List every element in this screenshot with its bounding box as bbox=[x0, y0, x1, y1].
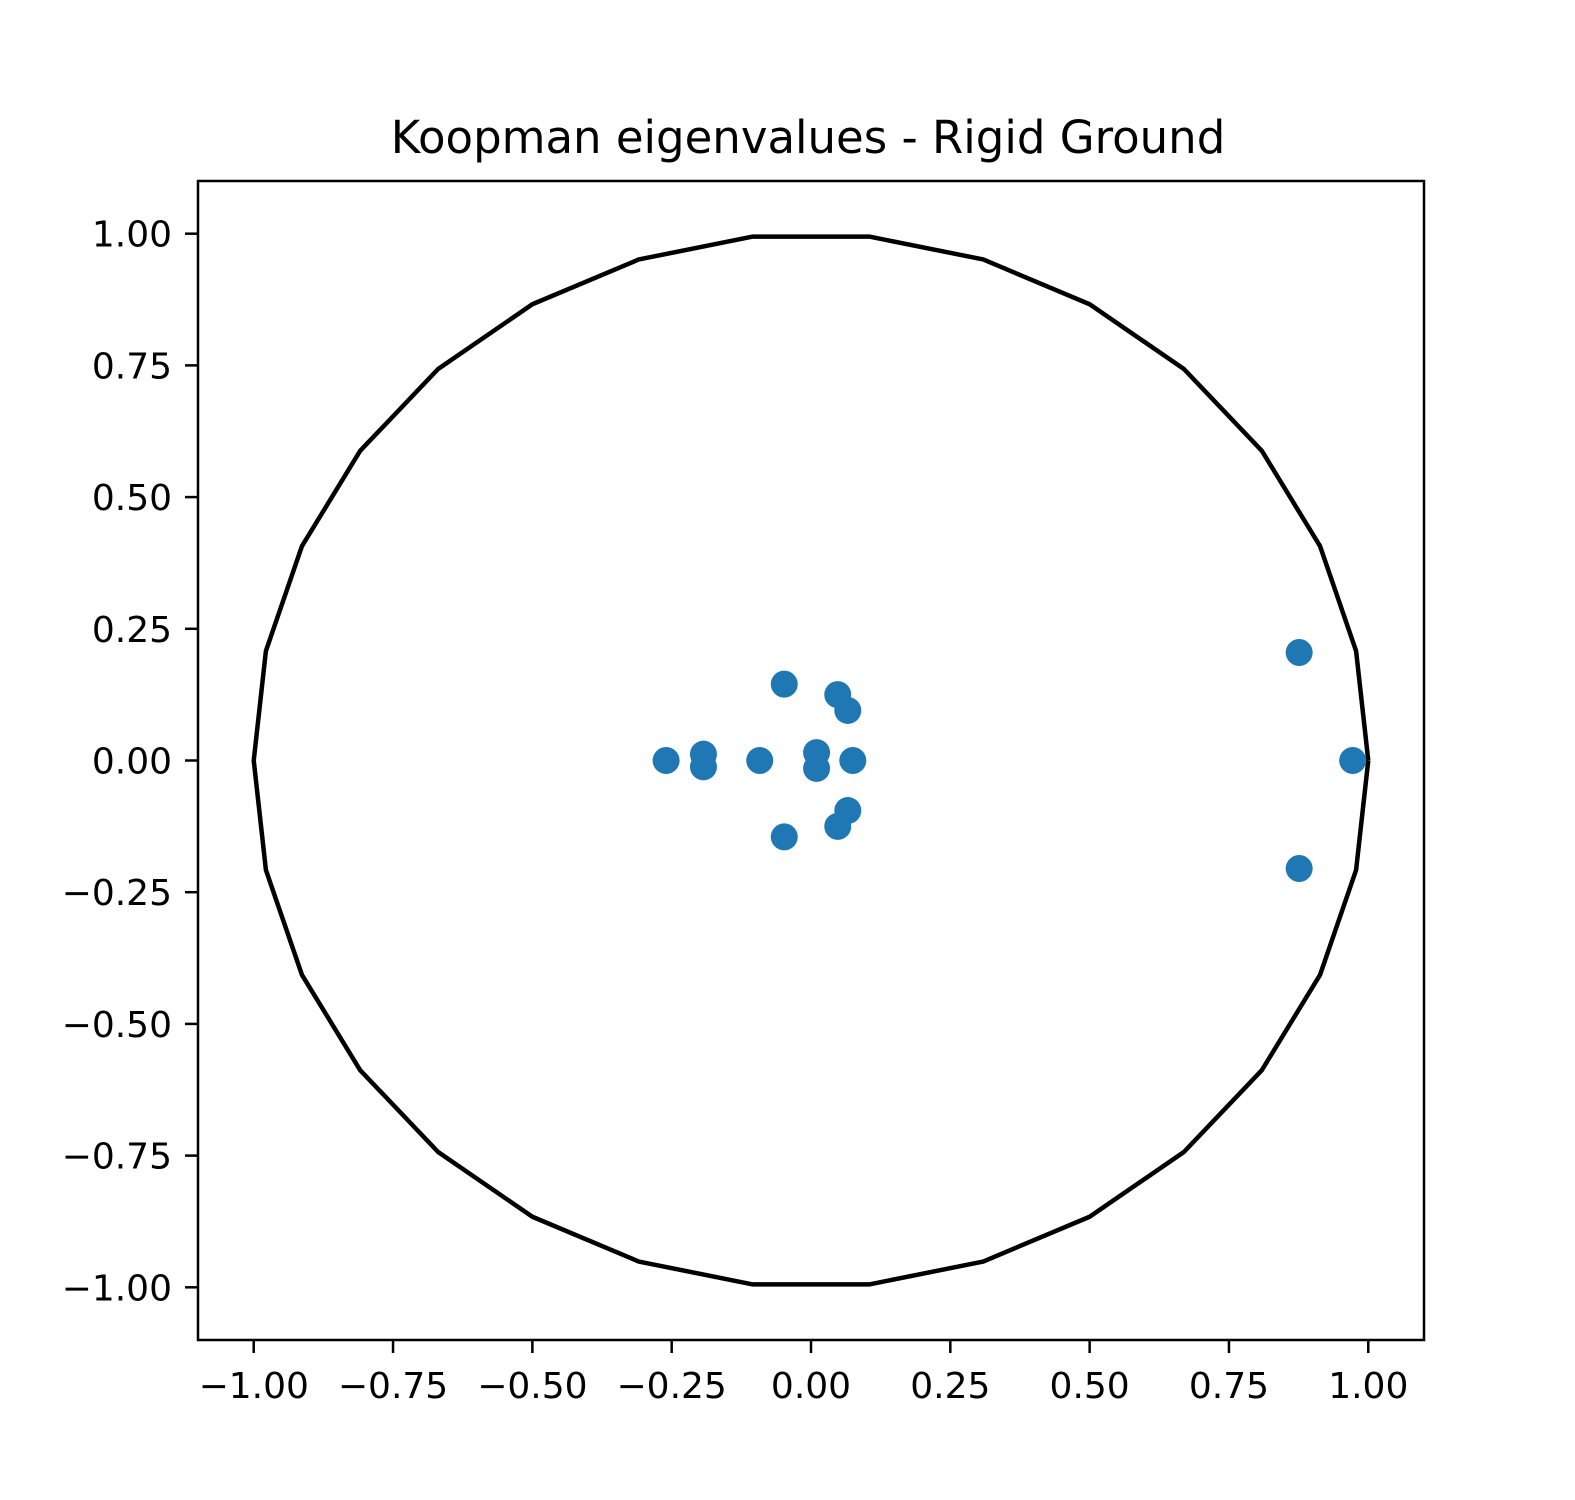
chart-title: Koopman eigenvalues - Rigid Ground bbox=[391, 111, 1226, 164]
eigenvalue-point-13 bbox=[1285, 639, 1313, 667]
x-tick-label-7: 0.75 bbox=[1189, 1366, 1269, 1407]
unit-circle bbox=[251, 234, 1371, 1287]
plot-area bbox=[251, 234, 1371, 1287]
y-tick-label-3: −0.25 bbox=[62, 873, 172, 914]
x-tick-label-5: 0.25 bbox=[910, 1366, 990, 1407]
x-tick-label-6: 0.50 bbox=[1050, 1366, 1130, 1407]
x-tick-label-0: −1.00 bbox=[199, 1366, 309, 1407]
x-tick-label-8: 1.00 bbox=[1328, 1366, 1408, 1407]
y-tick-label-4: 0.00 bbox=[92, 742, 172, 783]
y-tick-label-2: −0.50 bbox=[62, 1005, 172, 1046]
scatter-series bbox=[652, 639, 1367, 882]
eigenvalue-point-15 bbox=[1339, 747, 1367, 774]
eigenvalue-point-14 bbox=[1285, 854, 1313, 882]
eigenvalue-point-2 bbox=[689, 753, 717, 781]
eigenvalue-point-11 bbox=[834, 797, 862, 825]
x-tick-label-3: −0.25 bbox=[617, 1366, 727, 1407]
eigenvalue-point-10 bbox=[834, 696, 862, 724]
eigenvalue-point-7 bbox=[803, 754, 831, 782]
x-axis: −1.00 −0.75 −0.50 −0.25 0.00 0.25 0.50 0.75 1.00 bbox=[199, 1340, 1408, 1407]
eigenvalue-point-4 bbox=[770, 670, 798, 698]
y-axis: −1.00 −0.75 −0.50 −0.25 0.00 0.25 0.50 0.75 1.00 bbox=[62, 215, 198, 1309]
eigenvalue-point-5 bbox=[770, 823, 798, 851]
y-tick-label-1: −0.75 bbox=[62, 1137, 172, 1178]
y-tick-label-6: 0.50 bbox=[92, 478, 172, 519]
y-tick-label-8: 1.00 bbox=[92, 215, 172, 256]
x-tick-label-1: −0.75 bbox=[338, 1366, 448, 1407]
y-tick-label-7: 0.75 bbox=[92, 346, 172, 387]
eigenvalue-point-3 bbox=[746, 747, 774, 774]
x-tick-label-4: 0.00 bbox=[771, 1366, 851, 1407]
x-tick-label-2: −0.50 bbox=[477, 1366, 587, 1407]
y-tick-label-5: 0.25 bbox=[92, 610, 172, 651]
eigenvalue-point-0 bbox=[652, 747, 680, 774]
y-tick-label-0: −1.00 bbox=[62, 1268, 172, 1309]
eigenvalue-point-12 bbox=[839, 747, 867, 774]
